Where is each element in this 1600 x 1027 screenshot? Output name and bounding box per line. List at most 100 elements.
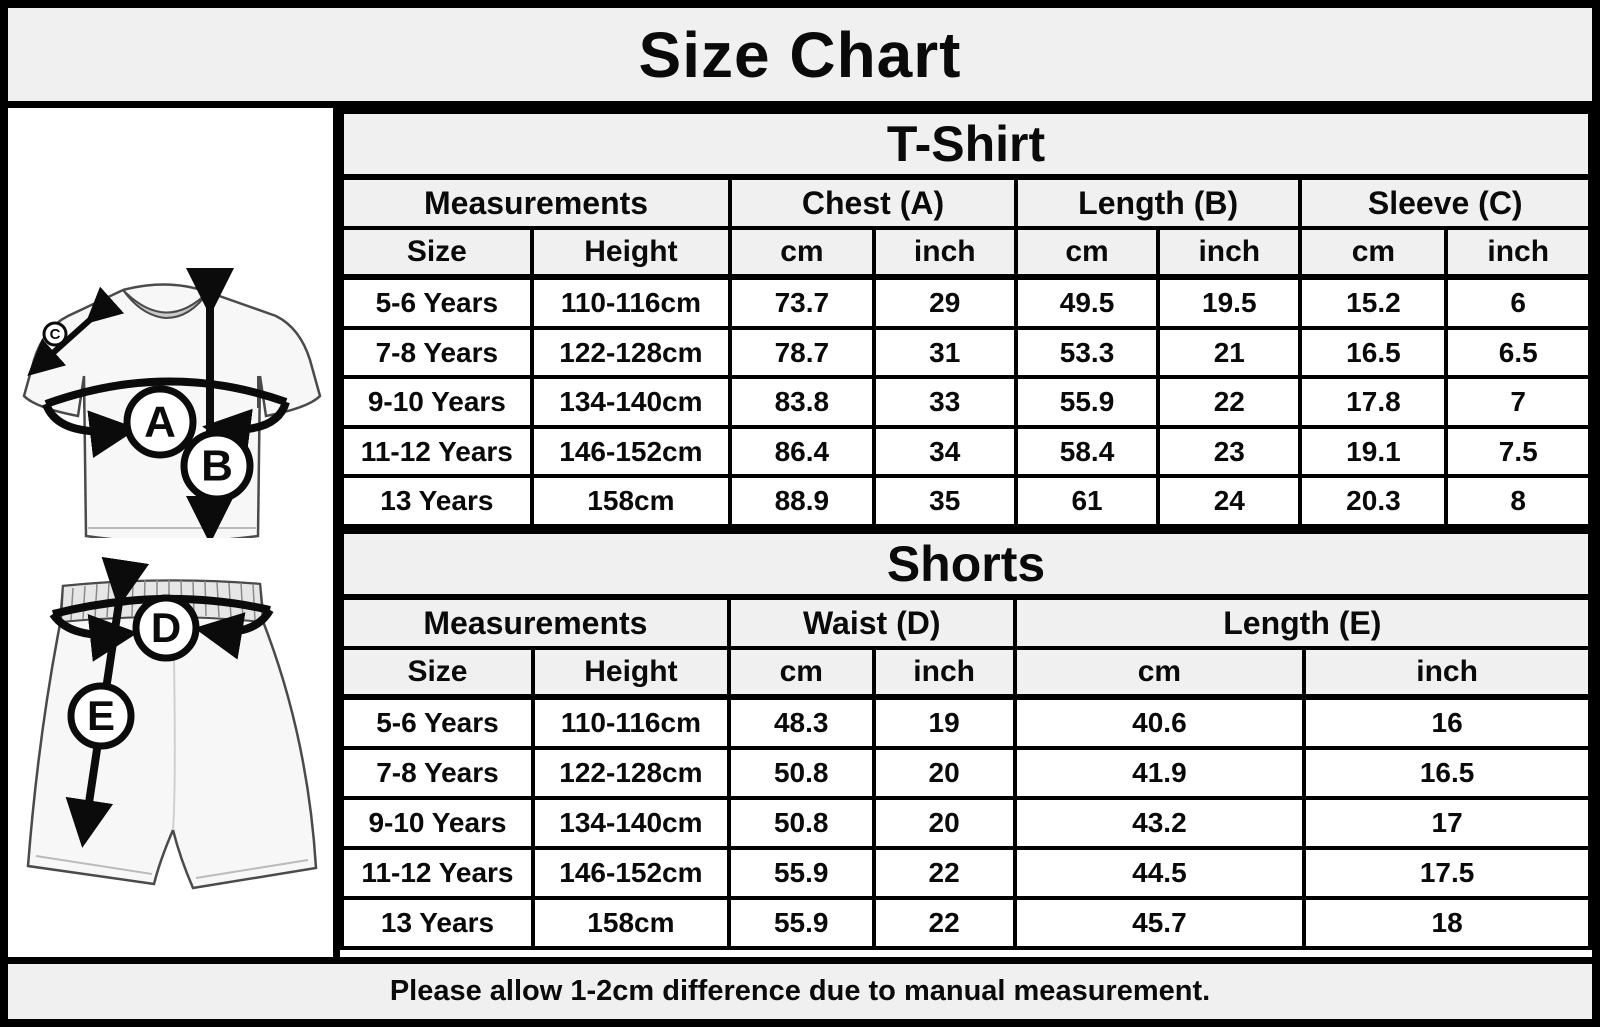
- table-cell: 55.9: [1013, 375, 1161, 429]
- table-cell: 122-128cm: [530, 746, 731, 801]
- illustration-panel: C A B: [8, 108, 340, 957]
- table-cell: 122-128cm: [529, 325, 733, 380]
- page-title: Size Chart: [8, 8, 1592, 108]
- waist-label: D: [151, 604, 181, 651]
- table-cell: 50.8: [726, 746, 876, 801]
- table-row: 11-12 Years 146-152cm 55.9 22 44.5 17.5: [340, 846, 1592, 901]
- table-row: 7-8 Years 122-128cm 78.7 31 53.3 21 16.5 6.5: [340, 325, 1592, 380]
- tshirt-illustration: C A B: [22, 268, 322, 538]
- table-cell: 158cm: [529, 474, 733, 528]
- table-cell: 17.8: [1298, 375, 1449, 429]
- column-group-header: Measurements: [340, 595, 731, 650]
- column-subheader: Height: [530, 646, 731, 700]
- table-cell: 61: [1013, 474, 1161, 528]
- table-cell: 58.4: [1013, 424, 1161, 479]
- table-cell: 9-10 Years: [340, 796, 535, 851]
- sleeve-label-badge: [42, 321, 68, 347]
- table-cell: 33: [871, 375, 1018, 429]
- column-group-header: Length (B): [1013, 175, 1303, 230]
- chest-arrow: [42, 377, 290, 459]
- column-subheader: inch: [1302, 646, 1592, 700]
- table-row: 11-12 Years 146-152cm 86.4 34 58.4 23 19.1 7.5: [340, 424, 1592, 479]
- table-cell: 7.5: [1444, 424, 1592, 479]
- table-cell: 110-116cm: [530, 694, 731, 751]
- column-subheader: inch: [871, 646, 1017, 700]
- table-row: 13 Years 158cm 55.9 22 45.7 18: [340, 896, 1592, 950]
- shorts-illustration: D E: [26, 556, 318, 890]
- column-group-header: Length (E): [1012, 595, 1592, 650]
- table-cell: 18: [1302, 896, 1592, 950]
- table-cell: 15.2: [1298, 275, 1449, 330]
- table-cell: 6.5: [1444, 325, 1592, 380]
- table-cell: 13 Years: [340, 474, 534, 528]
- table-cell: 20.3: [1298, 474, 1449, 528]
- table-cell: 17.5: [1302, 846, 1592, 901]
- table-cell: 31: [871, 325, 1018, 380]
- table-cell: 11-12 Years: [340, 846, 535, 901]
- shorts-table: Shorts Measurements Waist (D) Length (E)…: [340, 528, 1592, 950]
- column-group-header: Sleeve (C): [1298, 175, 1592, 230]
- column-group-header: Chest (A): [728, 175, 1018, 230]
- table-cell: 73.7: [728, 275, 876, 330]
- column-subheader: cm: [1012, 646, 1307, 700]
- table-cell: 6: [1444, 275, 1592, 330]
- table-cell: 44.5: [1012, 846, 1307, 901]
- sleeve-label: C: [50, 326, 61, 343]
- table-cell: 7: [1444, 375, 1592, 429]
- measurement-note: Please allow 1-2cm difference due to man…: [8, 957, 1592, 1019]
- table-cell: 88.9: [728, 474, 876, 528]
- table-cell: 11-12 Years: [340, 424, 534, 479]
- table-cell: 86.4: [728, 424, 876, 479]
- column-subheader: cm: [728, 226, 876, 280]
- table-row: 9-10 Years 134-140cm 83.8 33 55.9 22 17.8 7: [340, 375, 1592, 429]
- column-subheader: inch: [871, 226, 1018, 280]
- tables-panel: T-Shirt Measurements Chest (A) Length (B…: [339, 108, 1592, 957]
- table-cell: 29: [871, 275, 1018, 330]
- table-cell: 55.9: [726, 896, 876, 950]
- table-cell: 50.8: [726, 796, 876, 851]
- sleeve-arrow: C: [27, 286, 125, 377]
- column-subheader: Size: [340, 226, 534, 280]
- length-label-badge: [180, 429, 254, 503]
- table-cell: 19.1: [1298, 424, 1449, 479]
- shorts-length-label: E: [87, 692, 115, 739]
- table-cell: 40.6: [1012, 694, 1307, 751]
- table-cell: 49.5: [1013, 275, 1161, 330]
- table-cell: 19: [871, 694, 1017, 751]
- table-cell: 24: [1156, 474, 1303, 528]
- column-subheader: Size: [340, 646, 535, 700]
- column-subheader: Height: [529, 226, 733, 280]
- content-area: C A B: [8, 108, 1592, 957]
- length-label: B: [201, 442, 233, 491]
- table-cell: 23: [1156, 424, 1303, 479]
- chest-label: A: [144, 398, 176, 447]
- table-cell: 158cm: [530, 896, 731, 950]
- table-cell: 7-8 Years: [340, 325, 534, 380]
- table-row: 7-8 Years 122-128cm 50.8 20 41.9 16.5: [340, 746, 1592, 801]
- table-cell: 48.3: [726, 694, 876, 751]
- table-cell: 41.9: [1012, 746, 1307, 801]
- table-cell: 21: [1156, 325, 1303, 380]
- table-cell: 13 Years: [340, 896, 535, 950]
- table-row: 13 Years 158cm 88.9 35 61 24 20.3 8: [340, 474, 1592, 528]
- chest-label-badge: [123, 385, 197, 459]
- table-cell: 45.7: [1012, 896, 1307, 950]
- table-cell: 16.5: [1298, 325, 1449, 380]
- column-subheader: cm: [1298, 226, 1449, 280]
- table-cell: 146-152cm: [530, 846, 731, 901]
- table-cell: 22: [871, 896, 1017, 950]
- table-cell: 43.2: [1012, 796, 1307, 851]
- table-cell: 134-140cm: [529, 375, 733, 429]
- table-cell: 9-10 Years: [340, 375, 534, 429]
- table-cell: 34: [871, 424, 1018, 479]
- table-cell: 22: [1156, 375, 1303, 429]
- table-cell: 110-116cm: [529, 275, 733, 330]
- column-subheader: inch: [1444, 226, 1592, 280]
- tshirt-section-title: T-Shirt: [340, 108, 1592, 180]
- table-cell: 78.7: [728, 325, 876, 380]
- waist-label-badge: [132, 594, 200, 662]
- table-cell: 5-6 Years: [340, 275, 534, 330]
- tshirt-table: T-Shirt Measurements Chest (A) Length (B…: [339, 108, 1592, 528]
- table-cell: 16.5: [1302, 746, 1592, 801]
